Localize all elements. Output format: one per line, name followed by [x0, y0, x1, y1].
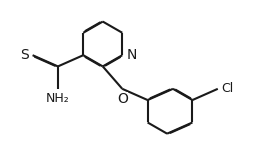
Text: S: S	[20, 48, 29, 62]
Text: NH₂: NH₂	[46, 92, 70, 105]
Text: Cl: Cl	[221, 82, 233, 95]
Text: N: N	[126, 48, 137, 62]
Text: O: O	[117, 92, 128, 106]
